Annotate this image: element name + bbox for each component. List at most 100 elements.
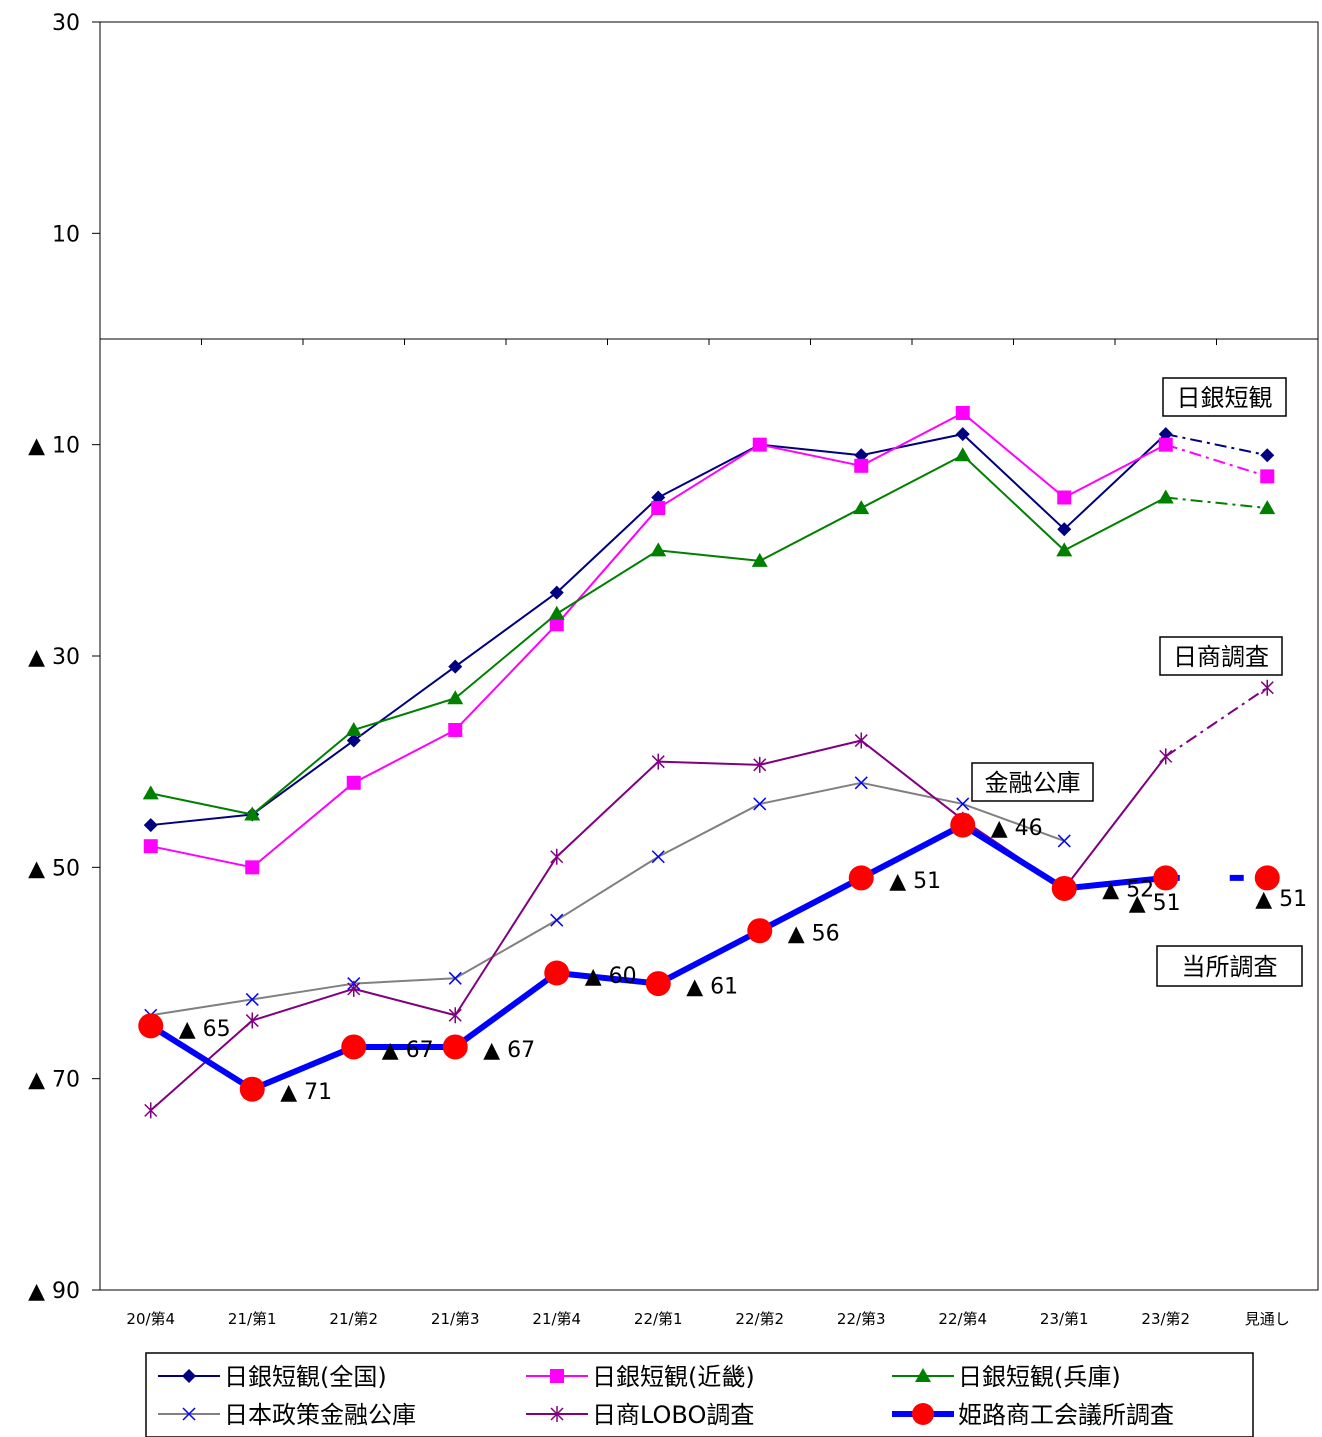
data-point	[544, 960, 570, 986]
data-point	[346, 733, 361, 748]
forecast-path	[1165, 433, 1268, 457]
y-tick-label: ▲ 90	[28, 1279, 80, 1304]
legend-item: 日商LOBO調査	[526, 1401, 754, 1429]
data-point	[1259, 500, 1276, 515]
data-point	[245, 860, 260, 875]
data-point	[848, 865, 874, 891]
y-tick-label: ▲ 50	[28, 856, 80, 881]
x-tick-label: 22/第4	[938, 1310, 987, 1328]
y-tick-label: 10	[52, 222, 80, 247]
legend-item: 姫路商工会議所調査	[892, 1401, 1174, 1429]
data-point	[1159, 748, 1173, 765]
data-point	[548, 605, 565, 620]
data-point	[1153, 865, 1179, 891]
legend-label: 日銀短観(全国)	[224, 1363, 387, 1391]
x-tick-label: 21/第3	[431, 1310, 480, 1328]
x-tick-label: 21/第2	[329, 1310, 378, 1328]
x-tick-label: 23/第2	[1141, 1310, 1190, 1328]
data-label: ▲ 60	[585, 964, 637, 989]
data-label: ▲ 56	[788, 922, 840, 947]
annotation-tosho: 当所調査	[1156, 945, 1303, 987]
series-2	[142, 447, 1276, 821]
legend-marker	[550, 1369, 564, 1383]
data-point	[442, 1034, 468, 1060]
data-point	[1260, 469, 1275, 484]
data-point	[645, 971, 671, 997]
plot-border	[99, 21, 1319, 1291]
data-point	[854, 448, 869, 463]
data-point	[549, 585, 564, 600]
data-point	[1254, 865, 1280, 891]
series-path	[150, 781, 1065, 1017]
data-point	[142, 785, 159, 800]
data-point	[1260, 448, 1275, 463]
x-tick-label: 見通し	[1245, 1310, 1290, 1328]
annotation-text: 日商調査	[1173, 643, 1269, 671]
annotation-kinyukoko: 金融公庫	[971, 762, 1094, 802]
data-point	[651, 501, 666, 516]
annotation-nichigin: 日銀短観	[1162, 377, 1287, 417]
data-label: ▲ 51	[889, 869, 941, 894]
data-point	[854, 732, 868, 749]
legend-marker	[182, 1407, 196, 1421]
x-tick-label: 22/第1	[634, 1310, 683, 1328]
legend-label: 日銀短観(近畿)	[592, 1363, 755, 1391]
y-tick-label: ▲ 10	[28, 434, 80, 459]
data-point	[448, 722, 463, 737]
y-tick-label: ▲ 30	[28, 645, 80, 670]
data-label: ▲ 71	[280, 1080, 332, 1105]
forecast-path	[1165, 443, 1268, 478]
legend-marker	[550, 1406, 564, 1422]
annotation-nissho: 日商調査	[1159, 636, 1283, 676]
data-label: ▲ 51	[1129, 891, 1181, 916]
series-1	[143, 405, 1275, 875]
data-point	[1057, 834, 1071, 848]
data-point	[448, 971, 462, 985]
data-point	[143, 839, 158, 854]
data-point	[245, 1012, 259, 1029]
data-point	[747, 918, 773, 944]
data-point	[650, 542, 667, 557]
data-point	[245, 992, 259, 1006]
x-axis: 20/第4 21/第1 21/第2 21/第3 21/第4 22/第1 22/第2 22/第3…	[126, 1310, 1289, 1328]
series-0	[143, 427, 1275, 833]
data-point	[1158, 427, 1173, 442]
data-point	[753, 756, 767, 773]
data-point	[752, 437, 767, 452]
data-point	[955, 427, 970, 442]
data-point	[345, 721, 362, 736]
legend-item: 日銀短観(全国)	[158, 1363, 387, 1391]
data-point	[347, 980, 361, 997]
data-label: ▲ 67	[483, 1038, 535, 1063]
data-point	[1260, 679, 1274, 696]
data-point	[854, 458, 869, 473]
x-tick-label: 23/第1	[1040, 1310, 1089, 1328]
data-point	[346, 775, 361, 790]
forecast-path	[1165, 686, 1268, 758]
legend-label: 日本政策金融公庫	[224, 1401, 416, 1429]
data-point	[448, 1007, 462, 1024]
data-point	[1158, 437, 1173, 452]
data-label: ▲ 46	[991, 816, 1043, 841]
data-point	[955, 405, 970, 420]
data-point	[1057, 522, 1072, 537]
data-label: ▲ 67	[382, 1038, 434, 1063]
data-label: ▲ 52	[1102, 877, 1154, 902]
x-tick-label: 22/第3	[837, 1310, 886, 1328]
data-point	[751, 552, 768, 567]
data-point	[651, 490, 666, 505]
data-point	[447, 690, 464, 705]
series-layer	[138, 405, 1280, 1119]
data-point	[341, 1034, 367, 1060]
x-tick-label: 20/第4	[126, 1310, 175, 1328]
y-tick-label: ▲ 70	[28, 1068, 80, 1093]
y-axis: 30 10 ▲ 10 ▲ 30 ▲ 50 ▲ 70 ▲ 90	[28, 11, 100, 1304]
x-tick-label: 21/第1	[228, 1310, 277, 1328]
series-5	[138, 812, 1280, 1102]
data-point	[144, 1102, 158, 1119]
x-tick-label: 21/第4	[532, 1310, 581, 1328]
data-point	[239, 1076, 265, 1102]
data-point	[448, 659, 463, 674]
legend-label: 姫路商工会議所調査	[958, 1401, 1174, 1429]
data-point	[550, 848, 564, 865]
